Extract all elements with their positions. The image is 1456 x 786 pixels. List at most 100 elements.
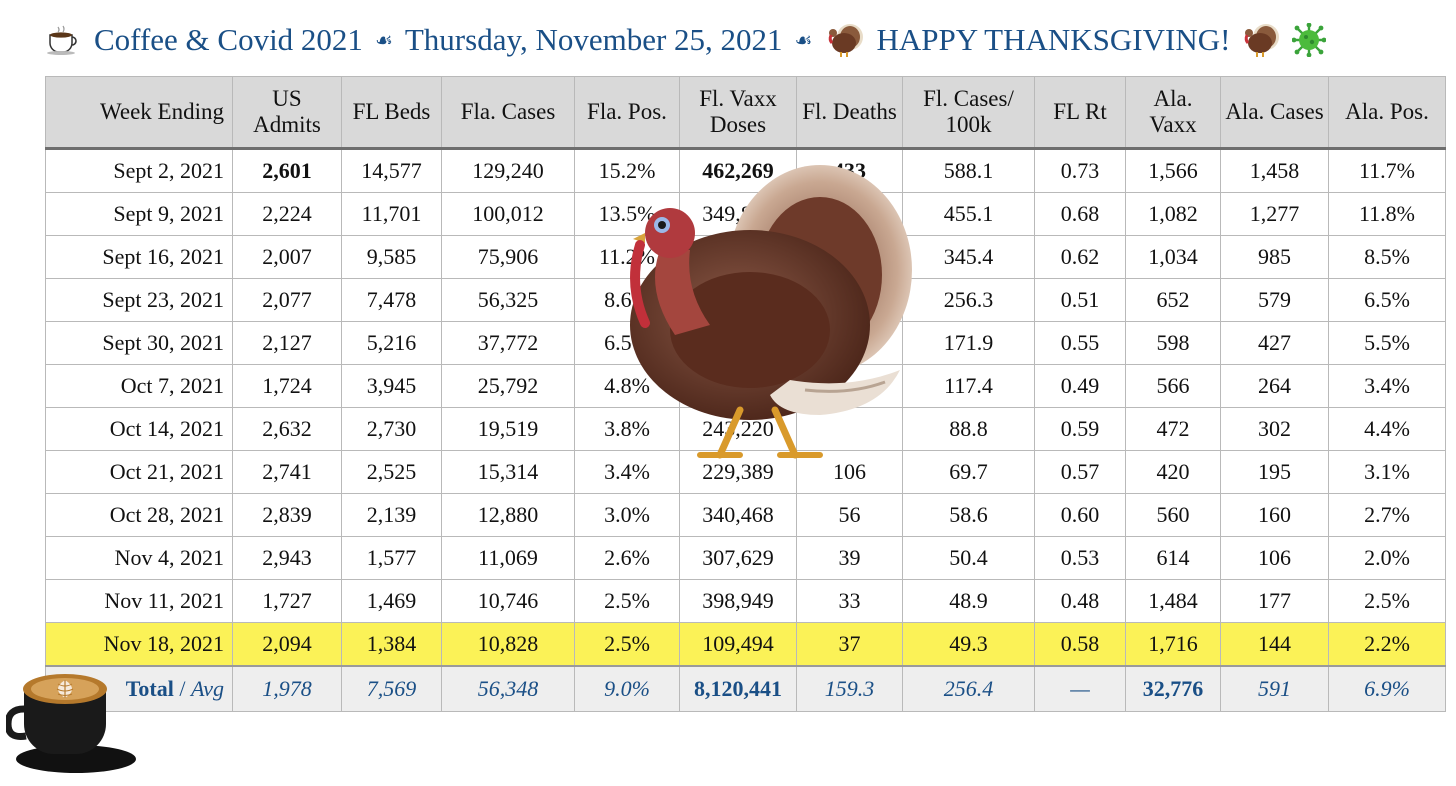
column-header: Ala. Cases: [1220, 76, 1329, 149]
page-title: Coffee & Covid 2021 ☙ Thursday, November…: [46, 18, 1327, 62]
table-row: Oct 21, 2021 2,741 2,525 15,314 3.4% 229,389 1…: [45, 450, 1446, 494]
column-header: Fl. Vaxx Doses: [679, 76, 797, 149]
table-cell: 129,240: [441, 148, 575, 193]
table-cell: 2,730: [341, 407, 442, 451]
week-ending-cell: Nov 18, 2021: [45, 622, 233, 667]
table-cell: 1,484: [1125, 579, 1221, 623]
table-cell: 0.60: [1034, 493, 1126, 537]
column-header: Ala. Pos.: [1328, 76, 1446, 149]
table-cell: 160: [1220, 493, 1329, 537]
table-cell: 472: [1125, 407, 1221, 451]
table-cell: 2.5%: [574, 579, 680, 623]
table-cell: 345.4: [902, 235, 1035, 279]
table-cell: 579: [1220, 278, 1329, 322]
table-cell: 0.53: [1034, 536, 1126, 580]
table-cell: 3.0%: [574, 493, 680, 537]
table-cell: 75,906: [441, 235, 575, 279]
virus-icon: [1292, 23, 1327, 57]
table-cell: 195: [1220, 450, 1329, 494]
table-cell: 49.3: [902, 622, 1035, 667]
column-header: Fl. Cases/ 100k: [902, 76, 1035, 149]
table-cell: 100,012: [441, 192, 575, 236]
table-cell: 3.4%: [1328, 364, 1446, 408]
table-cell: 2,077: [232, 278, 342, 322]
column-header: Fla. Cases: [441, 76, 575, 149]
table-cell: 4.4%: [1328, 407, 1446, 451]
table-cell: 2,943: [232, 536, 342, 580]
table-cell: 264: [1220, 364, 1329, 408]
week-ending-cell: Sept 30, 2021: [45, 321, 233, 365]
table-cell: 1,384: [341, 622, 442, 667]
table-cell: 37: [796, 622, 903, 667]
total-cell: 7,569: [341, 665, 442, 712]
table-cell: 1,082: [1125, 192, 1221, 236]
column-header: Week Ending: [45, 76, 233, 149]
total-cell: —: [1034, 665, 1126, 712]
table-cell: 420: [1125, 450, 1221, 494]
table-cell: 2,632: [232, 407, 342, 451]
cappuccino-cup-icon: [6, 674, 136, 773]
table-cell: 0.59: [1034, 407, 1126, 451]
table-cell: 1,724: [232, 364, 342, 408]
table-cell: 2,139: [341, 493, 442, 537]
table-cell: 256.3: [902, 278, 1035, 322]
table-cell: 427: [1220, 321, 1329, 365]
table-cell: 106: [1220, 536, 1329, 580]
table-cell: 10,746: [441, 579, 575, 623]
total-cell: 256.4: [902, 665, 1035, 712]
table-cell: 2.2%: [1328, 622, 1446, 667]
table-row: Sept 9, 2021 2,224 11,701 100,012 13.5% 349,8…: [45, 192, 1446, 236]
total-cell: 6.9%: [1328, 665, 1446, 712]
table-cell: 566: [1125, 364, 1221, 408]
total-label-separator: /: [173, 676, 191, 701]
table-cell: 0.62: [1034, 235, 1126, 279]
column-header: US Admits: [232, 76, 342, 149]
table-cell: 11.7%: [1328, 148, 1446, 193]
title-part-2: Thursday, November 25, 2021: [404, 22, 783, 57]
column-header: Fl. Deaths: [796, 76, 903, 149]
table-cell: 5.5%: [1328, 321, 1446, 365]
total-cell: 32,776: [1125, 665, 1221, 712]
table-cell: 48.9: [902, 579, 1035, 623]
table-cell: 39: [796, 536, 903, 580]
table-cell: 177: [1220, 579, 1329, 623]
table-cell: 2,007: [232, 235, 342, 279]
table-cell: 652: [1125, 278, 1221, 322]
table-cell: 2.0%: [1328, 536, 1446, 580]
total-cell: 9.0%: [574, 665, 680, 712]
table-cell: 109,494: [679, 622, 797, 667]
table-cell: 2.7%: [1328, 493, 1446, 537]
table-cell: 302: [1220, 407, 1329, 451]
week-ending-cell: Oct 14, 2021: [45, 407, 233, 451]
table-cell: 1,034: [1125, 235, 1221, 279]
table-cell: 0.51: [1034, 278, 1126, 322]
table-cell: 33: [796, 579, 903, 623]
table-cell: 0.49: [1034, 364, 1126, 408]
table-cell: 588.1: [902, 148, 1035, 193]
table-cell: 0.55: [1034, 321, 1126, 365]
table-cell: 11.8%: [1328, 192, 1446, 236]
table-cell: 171.9: [902, 321, 1035, 365]
separator-ornament: ☙: [374, 29, 393, 52]
table-cell: 3.1%: [1328, 450, 1446, 494]
table-row-highlighted: Nov 18, 2021 2,094 1,384 10,828 2.5% 109,494 3…: [45, 622, 1446, 667]
table-cell: 88.8: [902, 407, 1035, 451]
table-cell: 5,216: [341, 321, 442, 365]
total-cell: 591: [1220, 665, 1329, 712]
table-cell: 2,224: [232, 192, 342, 236]
table-cell: 9,585: [341, 235, 442, 279]
separator-ornament: ☙: [794, 29, 813, 52]
turkey-icon: [630, 165, 912, 459]
table-cell: 15,314: [441, 450, 575, 494]
column-header: Fla. Pos.: [574, 76, 680, 149]
week-ending-cell: Sept 23, 2021: [45, 278, 233, 322]
table-cell: 560: [1125, 493, 1221, 537]
table-cell: 398,949: [679, 579, 797, 623]
table-cell: 462,269: [679, 148, 797, 193]
table-row: Oct 28, 2021 2,839 2,139 12,880 3.0% 340,468 5…: [45, 493, 1446, 537]
table-cell: 2,094: [232, 622, 342, 667]
week-ending-cell: Oct 28, 2021: [45, 493, 233, 537]
table-cell: 1,727: [232, 579, 342, 623]
table-cell: 307,629: [679, 536, 797, 580]
table-cell: 2,601: [232, 148, 342, 193]
